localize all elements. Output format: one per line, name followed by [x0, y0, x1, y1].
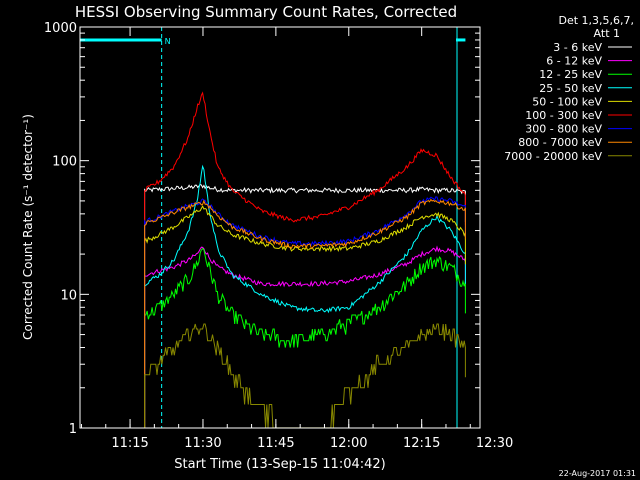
series-line-0 — [144, 183, 466, 428]
legend-label-2: 12 - 25 keV — [539, 68, 602, 81]
series-line-3 — [144, 164, 466, 428]
x-tick-label-0: 11:15 — [111, 436, 148, 451]
legend-label-8: 7000 - 20000 keV — [504, 150, 602, 163]
y-tick-label-1: 10 — [60, 288, 77, 303]
legend-label-4: 50 - 100 keV — [532, 95, 602, 108]
date-stamp: 22-Aug-2017 01:31 — [559, 469, 636, 478]
legend-label-3: 25 - 50 keV — [539, 82, 602, 95]
y-tick-label-3: 1000 — [44, 21, 77, 36]
x-tick-label-5: 12:30 — [476, 436, 513, 451]
y-tick-label-0: 1 — [69, 422, 77, 437]
plot-frame — [79, 26, 481, 429]
legend-label-1: 6 - 12 keV — [546, 55, 602, 68]
series-line-4 — [144, 205, 466, 428]
chart-title: HESSI Observing Summary Count Rates, Cor… — [75, 3, 457, 21]
series-line-5 — [144, 91, 466, 428]
legend-label-0: 3 - 6 keV — [553, 41, 602, 54]
legend-label-7: 800 - 7000 keV — [518, 136, 602, 149]
legend-header-line-1: Det 1,3,5,6,7, — [558, 14, 634, 27]
x-tick-label-3: 12:00 — [330, 436, 367, 451]
y-axis-label: Corrected Count Rate (s⁻¹ detector⁻¹) — [21, 114, 35, 340]
axes: 11:15 11:30 11:45 12:00 12:15 12:30 1 10 100 1000 — [44, 21, 513, 451]
x-tick-label-2: 11:45 — [257, 436, 294, 451]
series-line-2 — [144, 247, 466, 428]
series-line-1 — [144, 245, 466, 428]
x-axis-label: Start Time (13-Sep-15 11:04:42) — [174, 457, 385, 472]
x-tick-label-4: 12:15 — [403, 436, 440, 451]
x-tick-label-1: 11:30 — [184, 436, 221, 451]
legend-header-line-2: Att 1 — [594, 27, 620, 40]
legend-label-6: 300 - 800 keV — [525, 123, 602, 136]
flag-marker: N — [165, 37, 171, 46]
series-line-7 — [144, 198, 466, 428]
y-tick-label-2: 100 — [52, 155, 77, 170]
legend-label-5: 100 - 300 keV — [525, 109, 602, 122]
